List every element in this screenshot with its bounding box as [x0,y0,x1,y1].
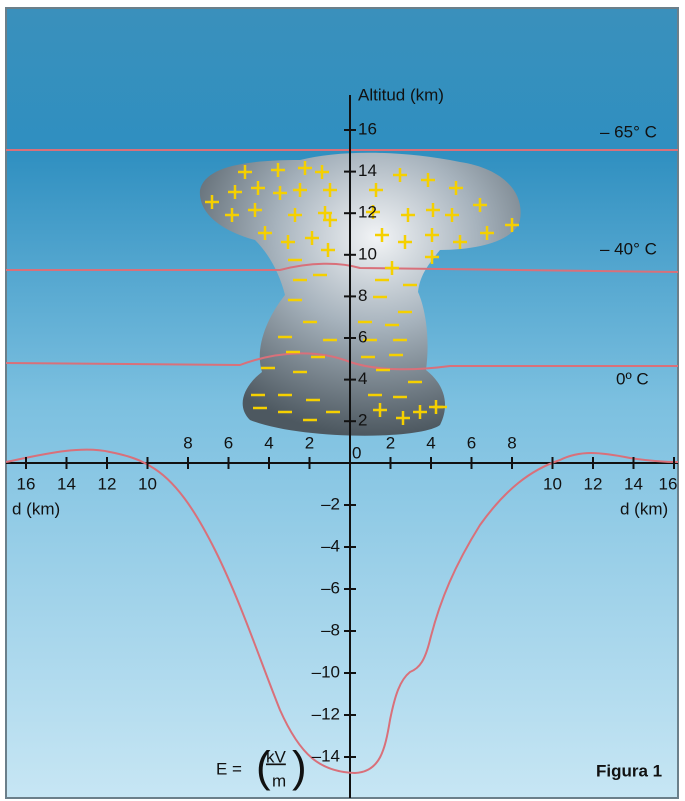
x-label: 2 [305,433,314,452]
paren: ) [292,743,307,792]
formula-numerator: kV [266,747,287,766]
x-label: 10 [138,474,157,493]
temperature-label: – 40° C [600,239,657,258]
figure-label: Figura 1 [596,761,662,780]
altitude-label: 16 [358,119,377,138]
depth-label: –2 [321,494,340,513]
altitude-label: 4 [358,369,367,388]
x-label: 6 [224,433,233,452]
altitude-label: 10 [358,244,377,263]
x-label: 16 [659,474,678,493]
altitude-label: 6 [358,327,367,346]
temperature-label: – 65° C [600,122,657,141]
x-label: 12 [584,474,603,493]
x-label: 2 [386,433,395,452]
formula-lhs: E = [216,759,242,778]
cloud [199,152,521,436]
axis-label: d (km) [620,499,668,518]
paren: ( [256,743,271,792]
x-label: 8 [507,433,516,452]
origin-label: 0 [352,443,361,462]
altitude-label: 8 [358,286,367,305]
x-label: 4 [426,433,435,452]
x-label: 8 [183,433,192,452]
x-label: 14 [57,474,76,493]
axis-title: Altitud (km) [358,85,444,104]
altitude-label: 2 [358,411,367,430]
isotherm [6,262,679,273]
x-label: 12 [98,474,117,493]
depth-label: –14 [312,746,340,765]
altitude-label: 12 [358,203,377,222]
field-curve [5,448,679,775]
depth-label: –12 [312,704,340,723]
altitude-label: 14 [358,161,377,180]
depth-label: –10 [312,662,340,681]
depth-label: –4 [321,536,340,555]
temperature-label: 0º C [616,369,649,388]
formula-denominator: m [272,771,286,790]
x-label: 4 [264,433,273,452]
axis-label: d (km) [12,499,60,518]
x-label: 16 [17,474,36,493]
x-label: 10 [543,474,562,493]
depth-label: –8 [321,620,340,639]
depth-label: –6 [321,578,340,597]
x-label: 6 [467,433,476,452]
charges [205,161,519,425]
x-label: 14 [624,474,643,493]
